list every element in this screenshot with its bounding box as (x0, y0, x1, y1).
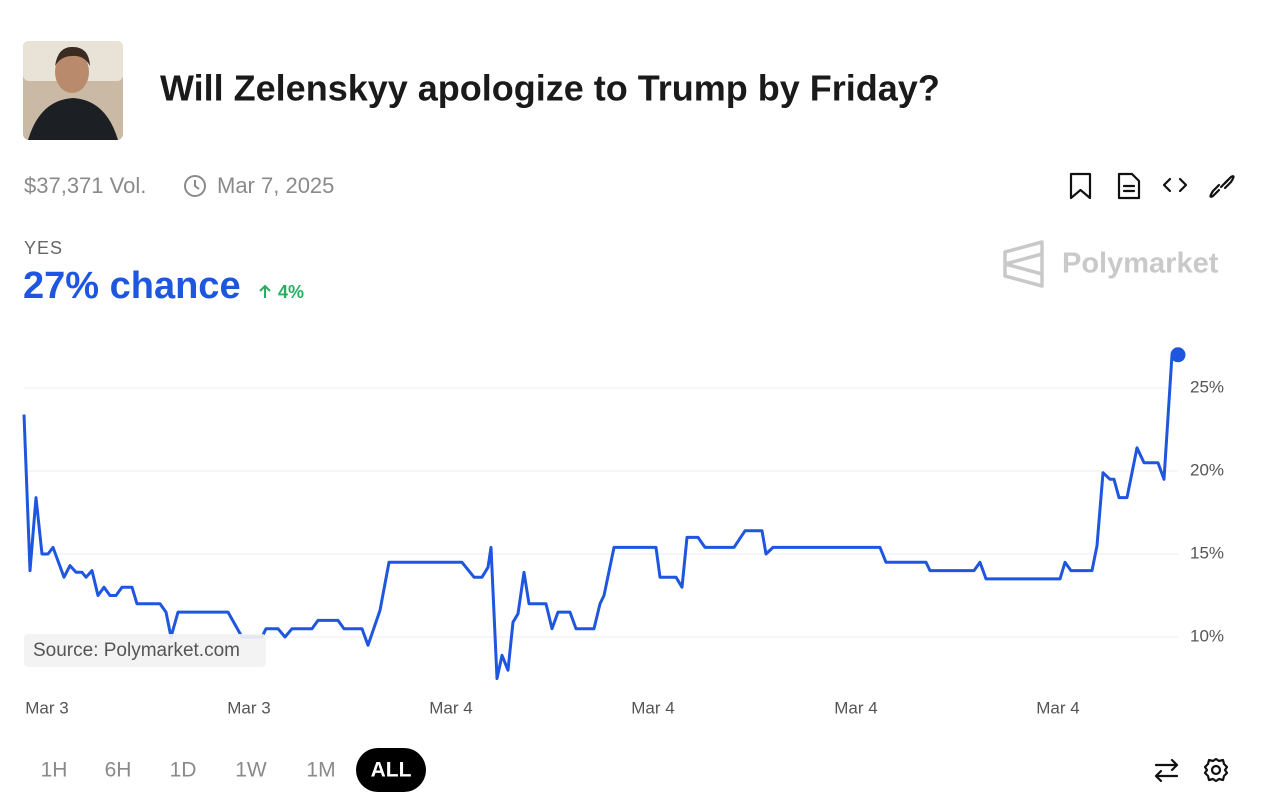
clock-icon (184, 175, 206, 197)
x-tick-label: Mar 3 (25, 698, 68, 717)
end-date: Mar 7, 2025 (217, 173, 334, 198)
outcome-label: YES (24, 238, 63, 258)
brand-logo (1003, 240, 1044, 288)
market-image (23, 41, 123, 140)
range-button[interactable]: ALL (371, 759, 412, 782)
x-tick-label: Mar 4 (429, 698, 472, 717)
source-label: Source: Polymarket.com (33, 640, 240, 661)
up-arrow (259, 284, 271, 298)
current-point (1170, 347, 1186, 363)
y-tick-label: 20% (1190, 460, 1224, 479)
range-button[interactable]: 1M (306, 759, 335, 782)
range-selector: 1H 6H 1D 1W 1M ALL (41, 748, 426, 792)
brand-name: Polymarket (1062, 248, 1219, 280)
x-tick-label: Mar 4 (834, 698, 877, 717)
volume: $37,371 Vol. (24, 173, 146, 198)
chance: 27% chance (23, 265, 241, 307)
document-button[interactable] (1117, 172, 1141, 200)
y-tick-label: 25% (1190, 377, 1224, 396)
range-button[interactable]: 1H (41, 759, 68, 782)
x-tick-label: Mar 4 (631, 698, 674, 717)
x-tick-label: Mar 3 (227, 698, 270, 717)
x-tick-label: Mar 4 (1036, 698, 1079, 717)
bookmark-button[interactable] (1069, 172, 1092, 200)
settings-button[interactable] (1203, 757, 1229, 783)
change: 4% (278, 282, 304, 302)
y-tick-label: 10% (1190, 626, 1224, 645)
range-button[interactable]: 6H (105, 759, 132, 782)
link-button[interactable] (1209, 175, 1235, 198)
range-button-selected[interactable] (356, 748, 426, 792)
price-line (22, 353, 1178, 680)
y-tick-label: 15% (1190, 543, 1224, 562)
range-button[interactable]: 1W (235, 759, 267, 782)
embed-button[interactable] (1162, 177, 1188, 193)
source-badge (24, 634, 266, 667)
price-chart: 10% 15% 20% 25% Mar 3 Mar 3 Mar 4 Mar 4 Mar 4 Mar… (22, 347, 1224, 717)
range-button[interactable]: 1D (170, 759, 197, 782)
market-title: Will Zelenskyy apologize to Trump by Fri… (160, 68, 940, 109)
swap-button[interactable] (1154, 758, 1179, 783)
